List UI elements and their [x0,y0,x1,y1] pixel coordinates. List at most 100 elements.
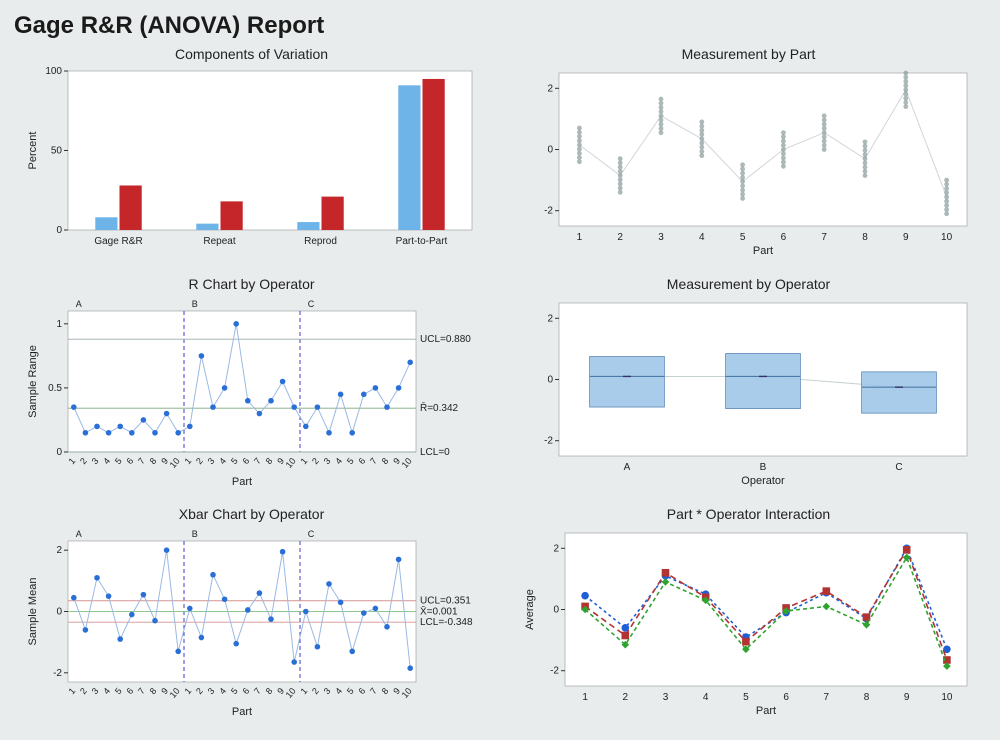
svg-text:6: 6 [783,692,789,703]
svg-text:8: 8 [147,686,158,696]
svg-text:0: 0 [56,447,62,458]
panel1-svg: 050100Gage R&RRepeatReprodPart-to-PartPe… [22,63,482,258]
svg-text:4: 4 [699,232,705,243]
svg-text:2: 2 [78,456,89,466]
svg-text:Average: Average [524,589,536,630]
svg-text:10: 10 [941,692,953,703]
svg-text:5: 5 [112,686,123,696]
svg-text:5: 5 [739,232,745,243]
svg-text:1: 1 [182,686,193,696]
svg-text:5: 5 [228,456,239,466]
svg-text:Part: Part [231,476,251,488]
svg-text:C: C [307,529,314,539]
svg-text:2: 2 [78,686,89,696]
svg-text:X̄=0.001: X̄=0.001 [420,605,458,618]
svg-text:3: 3 [205,456,216,466]
svg-text:100: 100 [45,66,62,77]
panel-interaction: Part * Operator Interaction -20212345678… [511,506,986,726]
svg-text:9: 9 [903,692,909,703]
svg-text:6: 6 [240,456,251,466]
panel-measurement-by-part: Measurement by Part -20212345678910Part [511,46,986,266]
svg-text:2: 2 [194,456,205,466]
svg-text:8: 8 [147,456,158,466]
svg-text:10: 10 [167,686,181,700]
svg-text:10: 10 [399,456,413,470]
svg-text:1: 1 [56,319,62,330]
svg-text:5: 5 [344,686,355,696]
svg-text:0: 0 [553,605,559,616]
panel-components-of-variation: Components of Variation 050100Gage R&RRe… [14,46,489,266]
panel-r-chart: R Chart by Operator 00.51ABCUCL=0.880R̄=… [14,276,489,496]
svg-text:7: 7 [136,456,147,466]
svg-text:7: 7 [823,692,829,703]
panel2-svg: -20212345678910Part [519,63,979,258]
svg-text:3: 3 [89,456,100,466]
page-title: Gage R&R (ANOVA) Report [14,12,986,40]
svg-text:4: 4 [702,692,708,703]
panel4-svg: -202ABCOperator [519,293,979,488]
svg-text:LCL=-0.348: LCL=-0.348 [420,617,473,628]
svg-text:5: 5 [228,686,239,696]
svg-text:4: 4 [217,686,228,696]
svg-text:R̄=0.342: R̄=0.342 [420,402,459,415]
svg-text:7: 7 [821,232,827,243]
panel1-title: Components of Variation [175,46,328,62]
svg-text:1: 1 [582,692,588,703]
svg-text:UCL=0.880: UCL=0.880 [420,334,471,345]
svg-text:5: 5 [743,692,749,703]
svg-text:7: 7 [252,686,263,696]
svg-text:Percent: Percent [27,132,39,170]
svg-text:0: 0 [547,375,553,386]
svg-text:4: 4 [333,686,344,696]
svg-text:-2: -2 [550,666,559,677]
svg-text:8: 8 [863,692,869,703]
svg-text:Part: Part [231,706,251,718]
svg-text:8: 8 [379,456,390,466]
svg-text:6: 6 [240,686,251,696]
chart-grid: Components of Variation 050100Gage R&RRe… [14,46,986,726]
panel6-title: Part * Operator Interaction [667,506,830,522]
svg-text:2: 2 [56,545,62,556]
svg-text:Operator: Operator [741,475,785,487]
svg-text:1: 1 [182,456,193,466]
svg-text:10: 10 [167,456,181,470]
svg-text:Part-to-Part: Part-to-Part [395,236,447,247]
svg-text:Sample Range: Sample Range [27,345,39,418]
svg-text:A: A [623,462,630,473]
svg-text:B: B [191,299,197,309]
svg-text:4: 4 [217,456,228,466]
svg-text:2: 2 [547,83,553,94]
svg-text:3: 3 [662,692,668,703]
svg-text:10: 10 [283,456,297,470]
svg-text:3: 3 [321,686,332,696]
svg-text:6: 6 [124,456,135,466]
svg-text:4: 4 [101,456,112,466]
svg-text:Part: Part [752,245,772,257]
svg-text:2: 2 [622,692,628,703]
svg-text:8: 8 [379,686,390,696]
svg-text:3: 3 [205,686,216,696]
svg-text:0: 0 [56,225,62,236]
panel5-title: Xbar Chart by Operator [179,506,325,522]
panel2-title: Measurement by Part [682,46,816,62]
svg-text:8: 8 [862,232,868,243]
svg-text:7: 7 [368,456,379,466]
svg-text:2: 2 [547,313,553,324]
svg-text:0: 0 [56,607,62,618]
panel3-title: R Chart by Operator [188,276,314,292]
svg-text:3: 3 [89,686,100,696]
svg-text:2: 2 [617,232,623,243]
svg-text:10: 10 [399,686,413,700]
svg-text:1: 1 [576,232,582,243]
svg-text:UCL=0.351: UCL=0.351 [420,596,471,607]
svg-text:8: 8 [263,456,274,466]
panel-xbar-chart: Xbar Chart by Operator -202ABCUCL=0.351X… [14,506,489,726]
panel3-svg: 00.51ABCUCL=0.880R̄=0.342LCL=01234567891… [22,293,482,488]
svg-text:Part: Part [755,705,775,717]
svg-text:7: 7 [136,686,147,696]
svg-text:-2: -2 [53,668,62,679]
svg-text:3: 3 [658,232,664,243]
svg-text:6: 6 [356,456,367,466]
svg-text:0: 0 [547,145,553,156]
svg-text:-2: -2 [544,206,553,217]
